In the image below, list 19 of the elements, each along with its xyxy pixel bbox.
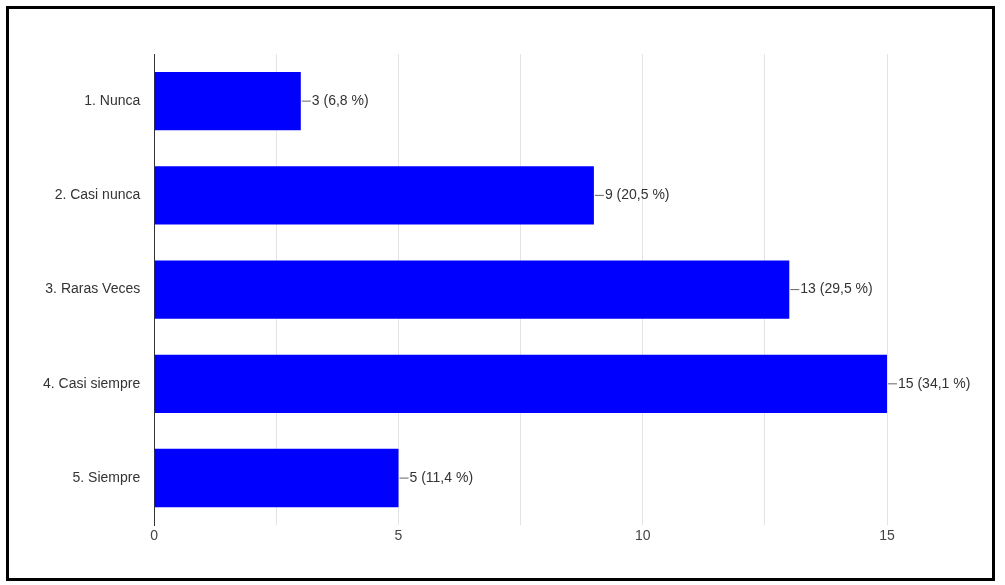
x-tick-label: 10 (634, 527, 651, 544)
data-label: 15 (34,1 %) (898, 374, 971, 391)
y-tick-label: 5. Siempre (72, 468, 141, 485)
bar (154, 448, 399, 508)
data-label: 13 (29,5 %) (800, 280, 873, 297)
data-label: 9 (20,5 %) (604, 186, 670, 203)
data-label: 5 (11,4 %) (409, 468, 474, 485)
bar (154, 260, 790, 319)
y-tick-label: 3. Raras Veces (45, 280, 141, 297)
y-tick-label: 1. Nunca (84, 91, 141, 108)
bar (154, 354, 887, 414)
y-tick-label: 4. Casi siempre (42, 374, 141, 391)
x-tick-label: 5 (394, 527, 403, 544)
x-tick-label: 0 (150, 527, 159, 544)
data-label: 3 (6,8 %) (311, 91, 369, 108)
y-tick-label: 2. Casi nunca (54, 186, 141, 203)
bar (154, 166, 594, 225)
x-tick-label: 15 (879, 527, 895, 544)
bar (154, 71, 301, 131)
